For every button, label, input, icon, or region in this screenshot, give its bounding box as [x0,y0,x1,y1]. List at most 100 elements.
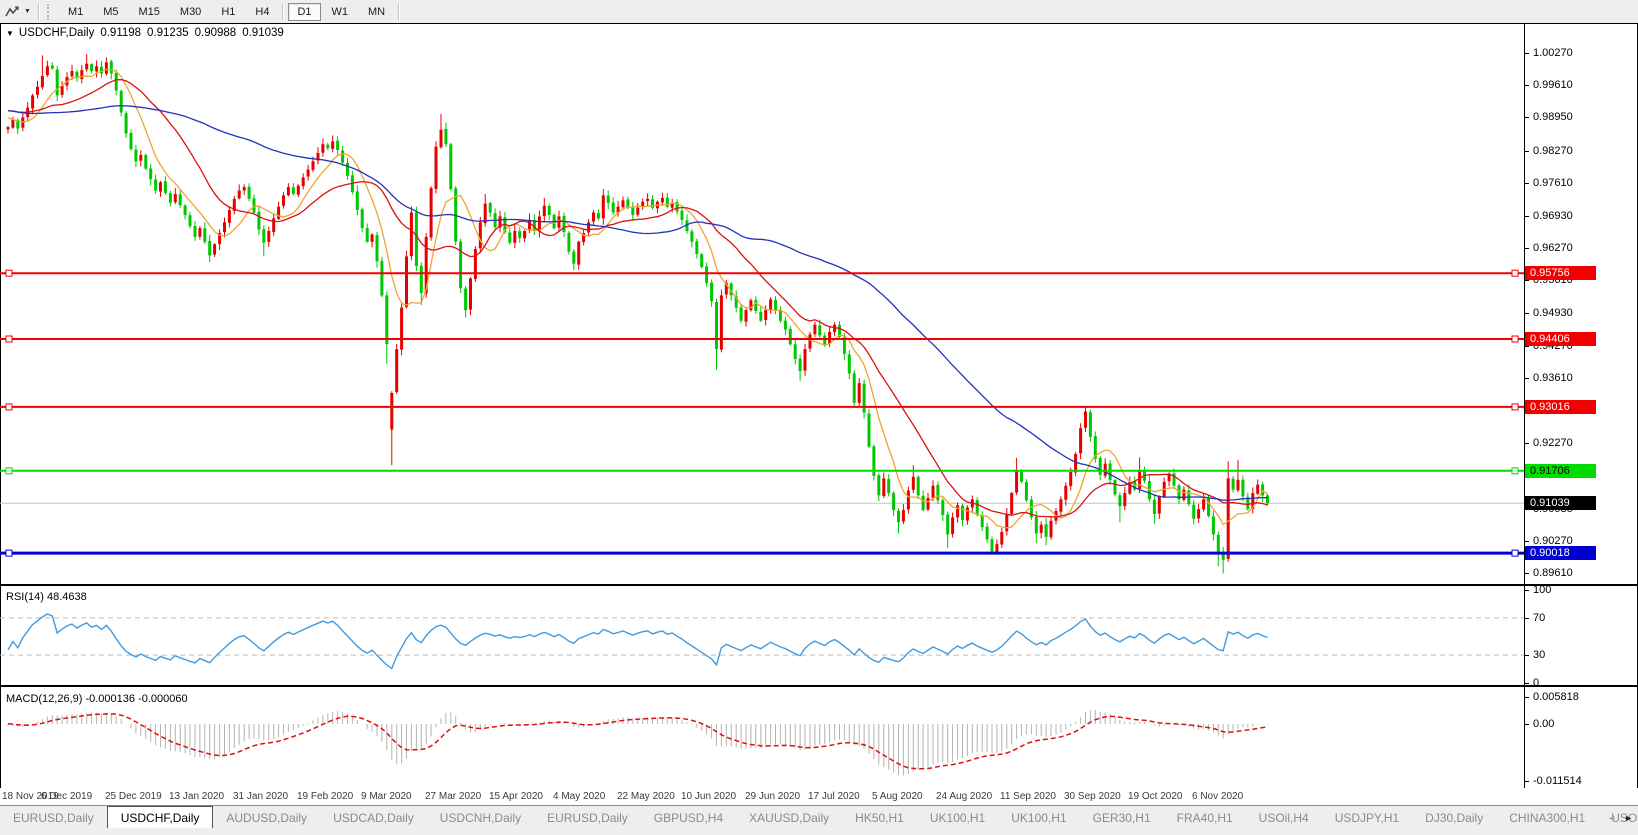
tab-eurusd-daily[interactable]: EURUSD,Daily [13,810,94,825]
timeframe-button-m15[interactable]: M15 [138,5,160,18]
rsi-canvas[interactable] [0,586,1524,684]
sr-line-handle[interactable] [1511,549,1519,557]
tab-usdcad-daily[interactable]: USDCAD,Daily [333,810,414,825]
axis-tick-mark [1524,655,1529,656]
axis-tick-mark [1524,346,1529,347]
tab-scroll-right-icon[interactable]: ► [1624,812,1633,823]
axis-tick-mark [1524,53,1529,54]
time-axis-label: 29 Jun 2020 [745,791,801,802]
ohlc-high: 0.91235 [147,27,189,39]
toolbar-separator [37,3,40,20]
timeframe-button-m1[interactable]: M1 [67,5,84,18]
timeframe-button-mn[interactable]: MN [368,5,386,18]
timeframe-button-h4[interactable]: H4 [255,5,270,18]
sr-line-handle[interactable] [1511,403,1519,411]
tab-uk100-h1[interactable]: UK100,H1 [1011,810,1067,825]
axis-tick-mark [1524,183,1529,184]
tab-usdcnh-daily[interactable]: USDCNH,Daily [439,810,522,825]
tab-dj30-daily[interactable]: DJ30,Daily [1425,810,1484,825]
tab-scroll-left-icon[interactable]: ◄ [1607,812,1617,823]
ohlc-open: 0.91198 [100,27,142,39]
time-axis[interactable]: 18 Nov 2019 6 Dec 2019 25 Dec 2019 13 Jan 2… [0,788,1638,805]
time-axis-label: 27 Mar 2020 [425,791,482,802]
ohlc-close: 0.91039 [242,27,284,39]
axis-tick-mark [1524,781,1529,782]
timeframe-button-m5[interactable]: M5 [103,5,119,18]
time-axis-label: 19 Oct 2020 [1128,791,1183,802]
axis-tick-mark [1524,724,1529,725]
time-axis-label: 13 Jan 2020 [169,791,225,802]
indicator-zigzag-icon[interactable] [3,4,23,20]
timeframe-button-m30[interactable]: M30 [179,5,202,18]
tab-scroll-arrows: ◄ ► [1607,806,1633,829]
time-axis-label: 5 Aug 2020 [872,791,923,802]
time-axis-label: 22 May 2020 [617,791,675,802]
price-badge-0.91706: 0.91706 [1525,464,1596,478]
time-axis-label: 19 Feb 2020 [297,791,354,802]
chart-symbol-period: USDCHF,Daily [18,27,95,39]
axis-tick-mark [1524,248,1529,249]
price-axis-label: 0.96270 [1533,242,1573,254]
sr-line-handle[interactable] [5,549,13,557]
rsi-indicator-pane[interactable] [0,585,1638,686]
rsi-axis-label: 70 [1533,612,1546,624]
tab-usoil-h4[interactable]: USOil,H4 [1258,810,1309,825]
time-axis-label: 15 Apr 2020 [489,791,543,802]
tab-eurusd-daily[interactable]: EURUSD,Daily [547,810,628,825]
time-axis-label: 6 Dec 2019 [41,791,93,802]
tab-china300-h1[interactable]: CHINA300,H1 [1509,810,1586,825]
axis-tick-mark [1524,378,1529,379]
tab-xauusd-daily[interactable]: XAUUSD,Daily [749,810,830,825]
tab-audusd-daily[interactable]: AUDUSD,Daily [226,810,308,825]
price-axis-label: 0.94930 [1533,307,1573,319]
time-axis-label: 4 May 2020 [553,791,606,802]
tab-usdjpy-h1[interactable]: USDJPY,H1 [1334,810,1400,825]
timeframe-button-w1[interactable]: W1 [331,5,349,18]
timeframe-button-d1[interactable]: D1 [288,2,321,21]
price-badge-0.90018: 0.90018 [1525,546,1596,560]
rsi-axis-label: 100 [1533,584,1552,596]
sr-line-handle[interactable] [5,335,13,343]
sr-line-handle[interactable] [5,269,13,277]
toolbar-separator [282,3,285,20]
timeframe-buttons: M1 M5 M15 M30 H1 H4 D1 W1 MN [58,2,403,21]
axis-tick-mark [1524,683,1529,684]
price-badge-0.94406: 0.94406 [1525,332,1596,346]
sr-line-handle[interactable] [1511,269,1519,277]
tab-uk100-h1[interactable]: UK100,H1 [929,810,986,825]
price-chart-pane[interactable] [0,23,1638,585]
time-axis-label: 30 Sep 2020 [1064,791,1121,802]
tab-hk50-h1[interactable]: HK50,H1 [855,810,904,825]
ma-line-60 [7,105,1268,501]
tab-fra40-h1[interactable]: FRA40,H1 [1176,810,1233,825]
time-axis-label: 9 Mar 2020 [361,791,412,802]
sr-line-handle[interactable] [1511,335,1519,343]
axis-tick-mark [1524,443,1529,444]
price-axis-label: 0.89610 [1533,567,1573,579]
toolbar-separator [398,3,401,20]
price-axis-label: 0.97610 [1533,177,1573,189]
tab-usoil-h1[interactable]: USOil,H1 [1611,810,1638,825]
macd-axis-label: -0.011514 [1533,775,1582,787]
candlestick-canvas[interactable] [0,24,1524,583]
tab-usdchf-daily[interactable]: USDCHF,Daily [106,806,214,829]
axis-tick-mark [1524,541,1529,542]
chart-title: ▼ USDCHF,Daily 0.91198 0.91235 0.90988 0.9103… [6,27,284,39]
symbol-caret-icon[interactable]: ▼ [6,29,14,38]
toolbar-drag-grip[interactable] [46,3,52,20]
sr-line-handle[interactable] [1511,467,1519,475]
macd-canvas[interactable] [0,688,1524,786]
caret-down-icon[interactable]: ▼ [24,8,31,15]
time-axis-label: 6 Nov 2020 [1192,791,1244,802]
tab-gbpusd-h4[interactable]: GBPUSD,H4 [653,810,724,825]
tab-ger30-h1[interactable]: GER30,H1 [1092,810,1151,825]
axis-tick-mark [1524,618,1529,619]
time-axis-label: 31 Jan 2020 [233,791,289,802]
sr-line-handle[interactable] [5,403,13,411]
sr-line-handle[interactable] [5,467,13,475]
timeframe-button-h1[interactable]: H1 [221,5,236,18]
axis-tick-mark [1524,117,1529,118]
axis-tick-mark [1524,216,1529,217]
price-axis-label: 0.90270 [1533,535,1573,547]
